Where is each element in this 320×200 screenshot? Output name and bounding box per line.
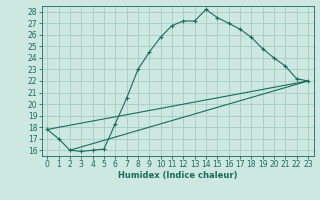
- X-axis label: Humidex (Indice chaleur): Humidex (Indice chaleur): [118, 171, 237, 180]
